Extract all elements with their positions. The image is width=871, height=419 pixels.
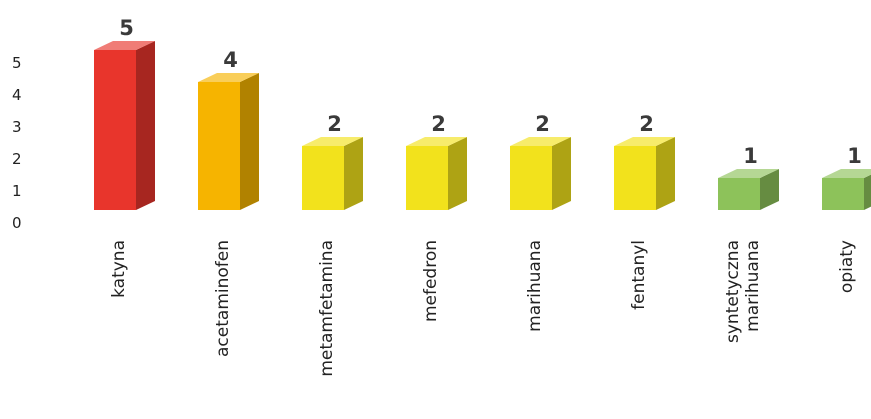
- data-label: 4: [223, 48, 238, 72]
- bar-front: [718, 178, 760, 210]
- bar-side: [240, 73, 259, 210]
- x-tick-label: katyna: [109, 240, 129, 298]
- y-tick-label: 5: [12, 54, 22, 72]
- data-label: 1: [743, 144, 758, 168]
- x-tick-label: acetaminofen: [213, 240, 233, 357]
- bar-top: [406, 137, 467, 146]
- bar-side: [448, 137, 467, 210]
- data-label: 2: [327, 112, 342, 136]
- x-tick-label: syntetyczna: [723, 240, 743, 343]
- data-labels: 5 4 2 2 2 2 1 1: [119, 16, 862, 168]
- data-label: 2: [535, 112, 550, 136]
- bar: [822, 169, 871, 210]
- bar-top: [718, 169, 779, 178]
- bar: [198, 73, 259, 210]
- x-tick-label: fentanyl: [629, 240, 649, 310]
- x-tick-label: marihuana: [743, 240, 763, 332]
- bar-top: [614, 137, 675, 146]
- bar-top: [94, 41, 155, 50]
- y-tick-label: 1: [12, 182, 22, 200]
- bar-front: [822, 178, 864, 210]
- bar-side: [344, 137, 363, 210]
- x-tick-label: metamfetamina: [317, 240, 337, 377]
- x-tick-label: opiaty: [837, 240, 857, 293]
- bar-front: [510, 146, 552, 210]
- bar: [614, 137, 675, 210]
- y-tick-label: 4: [12, 86, 22, 104]
- bar: [510, 137, 571, 210]
- bar-top: [302, 137, 363, 146]
- bar-front: [198, 82, 240, 210]
- bar-side: [864, 174, 871, 210]
- data-label: 2: [431, 112, 446, 136]
- x-tick-label: mefedron: [421, 240, 441, 322]
- bar-front: [302, 146, 344, 210]
- x-axis-labels: katyna acetaminofen metamfetamina mefedron m…: [109, 240, 857, 377]
- bar: [718, 169, 779, 210]
- bar-front: [94, 50, 136, 210]
- bar-top: [198, 73, 259, 82]
- data-label: 1: [847, 144, 862, 168]
- bar: [302, 137, 363, 210]
- bar: [406, 137, 467, 210]
- y-tick-label: 0: [12, 214, 22, 232]
- y-tick-label: 2: [12, 150, 22, 168]
- bar-front: [614, 146, 656, 210]
- bar-side: [136, 41, 155, 210]
- bar-top: [510, 137, 571, 146]
- data-label: 2: [639, 112, 654, 136]
- x-tick-label: marihuana: [525, 240, 545, 332]
- y-tick-label: 3: [12, 118, 22, 136]
- bar-front: [406, 146, 448, 210]
- y-axis: 0 1 2 3 4 5: [12, 54, 22, 232]
- bar-side: [656, 137, 675, 210]
- bar-top: [822, 169, 871, 178]
- bars: [94, 41, 871, 210]
- bar-side: [552, 137, 571, 210]
- bar-side: [760, 169, 779, 210]
- bar: [94, 41, 155, 210]
- data-label: 5: [119, 16, 134, 40]
